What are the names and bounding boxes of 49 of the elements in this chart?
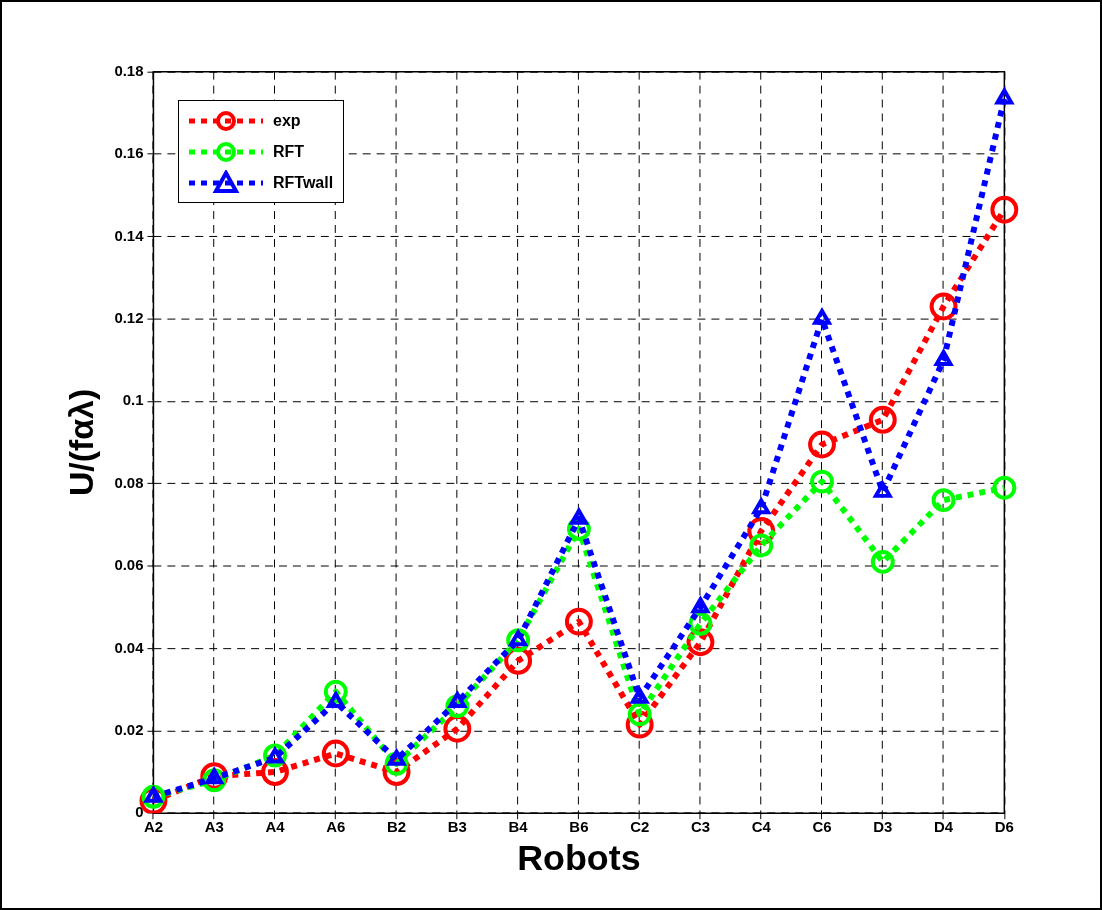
x-tick-label: B6 — [569, 818, 589, 836]
point — [870, 549, 895, 574]
y-tick-label: 0.1 — [122, 391, 144, 409]
x-tick-label: A6 — [326, 818, 346, 836]
x-tick-label: A4 — [265, 818, 286, 836]
x-tick-label: A3 — [204, 818, 224, 836]
point — [868, 405, 897, 434]
point — [810, 469, 834, 494]
legend-label: RFT — [272, 142, 305, 161]
point — [749, 533, 774, 558]
point — [564, 607, 593, 636]
x-tick-label: B3 — [447, 818, 467, 836]
y-tick-label: 0.08 — [114, 473, 144, 491]
point — [630, 687, 649, 704]
point — [929, 292, 958, 321]
y-tick-label: 0.06 — [114, 556, 144, 574]
y-tick-label: 0.02 — [114, 720, 144, 738]
point — [691, 597, 710, 614]
x-tick-label: B2 — [387, 818, 407, 836]
point — [443, 714, 472, 743]
x-tick-label: D4 — [934, 818, 954, 836]
y-tick-label: 0.12 — [114, 309, 144, 326]
x-tick-label: D3 — [873, 818, 893, 836]
x-tick-label: D6 — [994, 818, 1014, 836]
y-axis-title: U/(fαλ) — [62, 388, 101, 497]
point — [992, 475, 1017, 500]
point — [873, 481, 892, 498]
x-tick-label: C3 — [690, 818, 710, 836]
x-tick-label: B4 — [508, 818, 529, 836]
y-tick-label: 0.18 — [114, 61, 144, 79]
y-tick-label: 0.16 — [114, 144, 144, 162]
point — [752, 498, 771, 515]
point — [813, 308, 831, 325]
x-tick-label: A2 — [143, 818, 163, 836]
point — [321, 739, 350, 768]
point — [931, 488, 956, 513]
legend-label: RFTwall — [272, 173, 334, 192]
point — [934, 350, 953, 367]
y-tick-label: 0 — [135, 803, 144, 821]
x-tick-label: C2 — [630, 818, 650, 836]
point — [990, 195, 1019, 224]
y-tick-label: 0.04 — [114, 638, 145, 656]
point — [627, 702, 652, 727]
legend-label: exp — [272, 111, 301, 130]
y-tick-label: 0.14 — [114, 226, 145, 244]
point — [808, 430, 836, 459]
x-tick-label: C6 — [812, 818, 832, 836]
x-tick-label: C4 — [751, 818, 772, 836]
x-axis-title: Robots — [517, 838, 641, 879]
